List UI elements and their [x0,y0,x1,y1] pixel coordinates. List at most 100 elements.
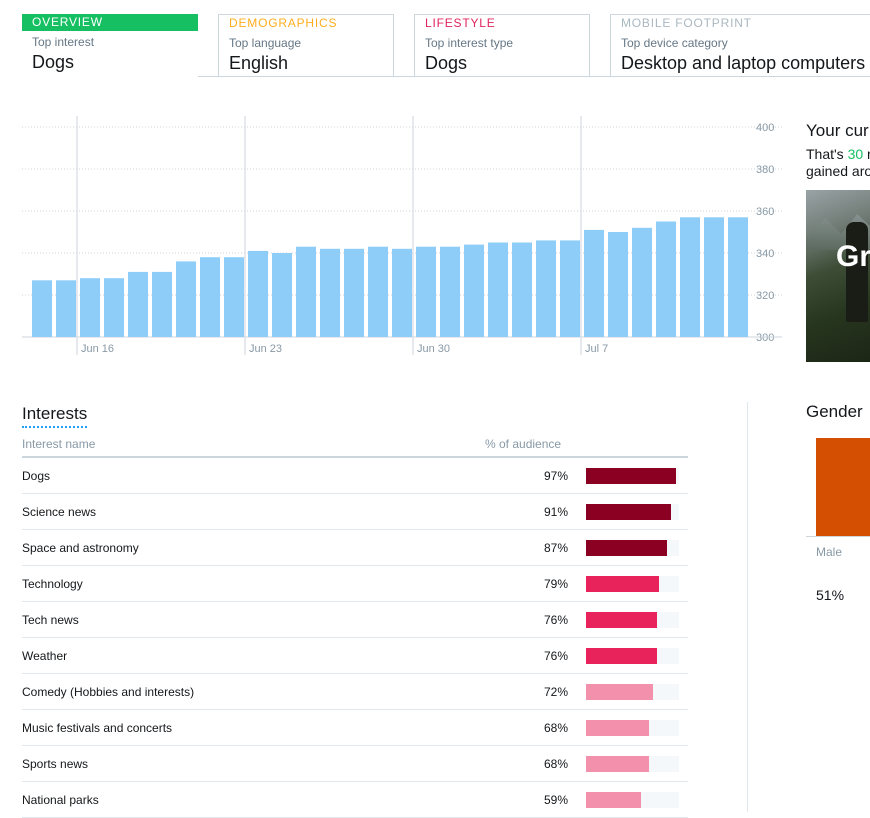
chart-bar [656,221,676,337]
interest-bar-fill [586,468,677,484]
tab-overview-value: Dogs [32,52,75,72]
table-row[interactable]: Technology 79% [22,566,688,602]
tab-mobile-footprint-value: Desktop and laptop computers [621,53,866,73]
chart-bar [584,229,604,337]
tab-demographics[interactable]: DEMOGRAPHICS Top language English [218,14,394,76]
chart-bar [392,248,412,337]
interest-percent: 68% [543,757,568,771]
gender-male-percent: 51% [816,587,845,603]
y-tick-label: 320 [756,290,774,302]
interest-bar-fill [586,648,657,664]
table-row[interactable]: Weather 76% [22,638,688,674]
table-row[interactable]: Comedy (Hobbies and interests) 72% [22,674,688,710]
chart-bar [536,240,556,337]
tab-lifestyle-sub: Top interest type [425,36,514,50]
column-divider [747,402,748,812]
gender-title: Gender [806,402,863,421]
table-row[interactable]: Sports news 68% [22,746,688,782]
interest-name: Dogs [22,469,51,483]
interest-bar-track [586,468,679,484]
gender-male-bar [816,438,870,536]
table-header-rule [22,456,688,458]
column-interest-name: Interest name [22,437,96,451]
chart-bar [200,257,220,337]
tab-demographics-head: DEMOGRAPHICS [229,16,338,30]
interest-bar-fill [586,504,671,520]
tab-overview[interactable]: OVERVIEW Top interest Dogs [22,14,198,76]
chart-bar [416,246,436,337]
table-row[interactable]: Science news 91% [22,494,688,530]
interest-bar-fill [586,612,657,628]
interest-bar-fill [586,684,653,700]
interest-name: National parks [22,793,99,807]
tab-mobile-footprint-head: MOBILE FOOTPRINT [621,16,752,30]
interest-bar-track [586,540,679,556]
interest-bar-track [586,576,679,592]
chart-bar [632,227,652,337]
chart-bar [344,248,364,337]
interests-title[interactable]: Interests [22,404,88,428]
y-tick-label: 400 [756,122,774,134]
interest-bar-track [586,792,679,808]
promo-line1-accent: 30 [847,146,864,162]
interest-percent: 76% [543,649,568,663]
chart-bar [56,280,76,337]
chart-bar [320,248,340,337]
table-row[interactable]: Tech news 76% [22,602,688,638]
chart-bar [248,250,268,337]
y-tick-label: 360 [756,206,774,218]
chart-bar [32,280,52,337]
chart-bar [680,217,700,337]
followers-chart-svg: 400 380 360 340 320 300 Jun 16 Jun 23 Jun 30 Jul … [22,116,782,355]
tab-lifestyle-value: Dogs [425,53,468,73]
interest-name: Space and astronomy [22,541,139,555]
promo-image[interactable]: Gr [806,190,870,362]
tab-lifestyle[interactable]: LIFESTYLE Top interest type Dogs [414,14,590,76]
tab-lifestyle-head: LIFESTYLE [425,16,496,30]
table-row[interactable]: Music festivals and concerts 68% [22,710,688,746]
interest-bar-fill [586,792,641,808]
tab-overview-head: OVERVIEW [22,14,198,31]
x-tick-label: Jun 16 [81,343,114,355]
chart-bar [704,217,724,337]
interest-bar-fill [586,756,650,772]
x-tick-label: Jun 30 [417,343,450,355]
interest-bar-track [586,612,679,628]
interest-percent: 97% [543,469,568,483]
promo-image-text: Gr [836,240,870,273]
followers-chart: 400 380 360 340 320 300 Jun 16 Jun 23 Jun 30 Jul … [22,116,792,366]
chart-bar [104,278,124,337]
interest-bar-fill [586,540,667,556]
tab-mobile-footprint-sub: Top device category [621,36,728,50]
interest-name: Music festivals and concerts [22,721,173,735]
gender-baseline [806,536,870,537]
table-row[interactable]: National parks 59% [22,782,688,818]
table-row[interactable]: Dogs 97% [22,458,688,494]
table-row[interactable]: Space and astronomy 87% [22,530,688,566]
chart-bar [560,240,580,337]
tab-overview-sub: Top interest [32,35,95,49]
tab-mobile-footprint[interactable]: MOBILE FOOTPRINT Top device category Des… [610,14,870,76]
chart-bar [224,257,244,337]
chart-bar [608,232,628,337]
chart-bar [176,261,196,337]
promo-text: That's 30 r gained aro [806,146,870,180]
chart-bar [152,271,172,337]
interest-percent: 91% [543,505,568,519]
interest-name: Tech news [22,613,79,627]
gender-male-label: Male [816,545,843,559]
interest-bar-track [586,756,679,772]
interest-percent: 59% [543,793,568,807]
interest-percent: 76% [543,613,568,627]
promo-line1-post: r [867,146,870,162]
interest-bar-track [586,504,679,520]
interest-name: Weather [22,649,68,663]
interest-name: Sports news [22,757,89,771]
x-tick-label: Jul 7 [585,343,608,355]
chart-bar [80,278,100,337]
tab-baseline [198,76,870,77]
tab-demographics-value: English [229,53,289,73]
chart-bar [128,271,148,337]
interest-name: Comedy (Hobbies and interests) [22,685,195,699]
tab-demographics-sub: Top language [229,36,302,50]
